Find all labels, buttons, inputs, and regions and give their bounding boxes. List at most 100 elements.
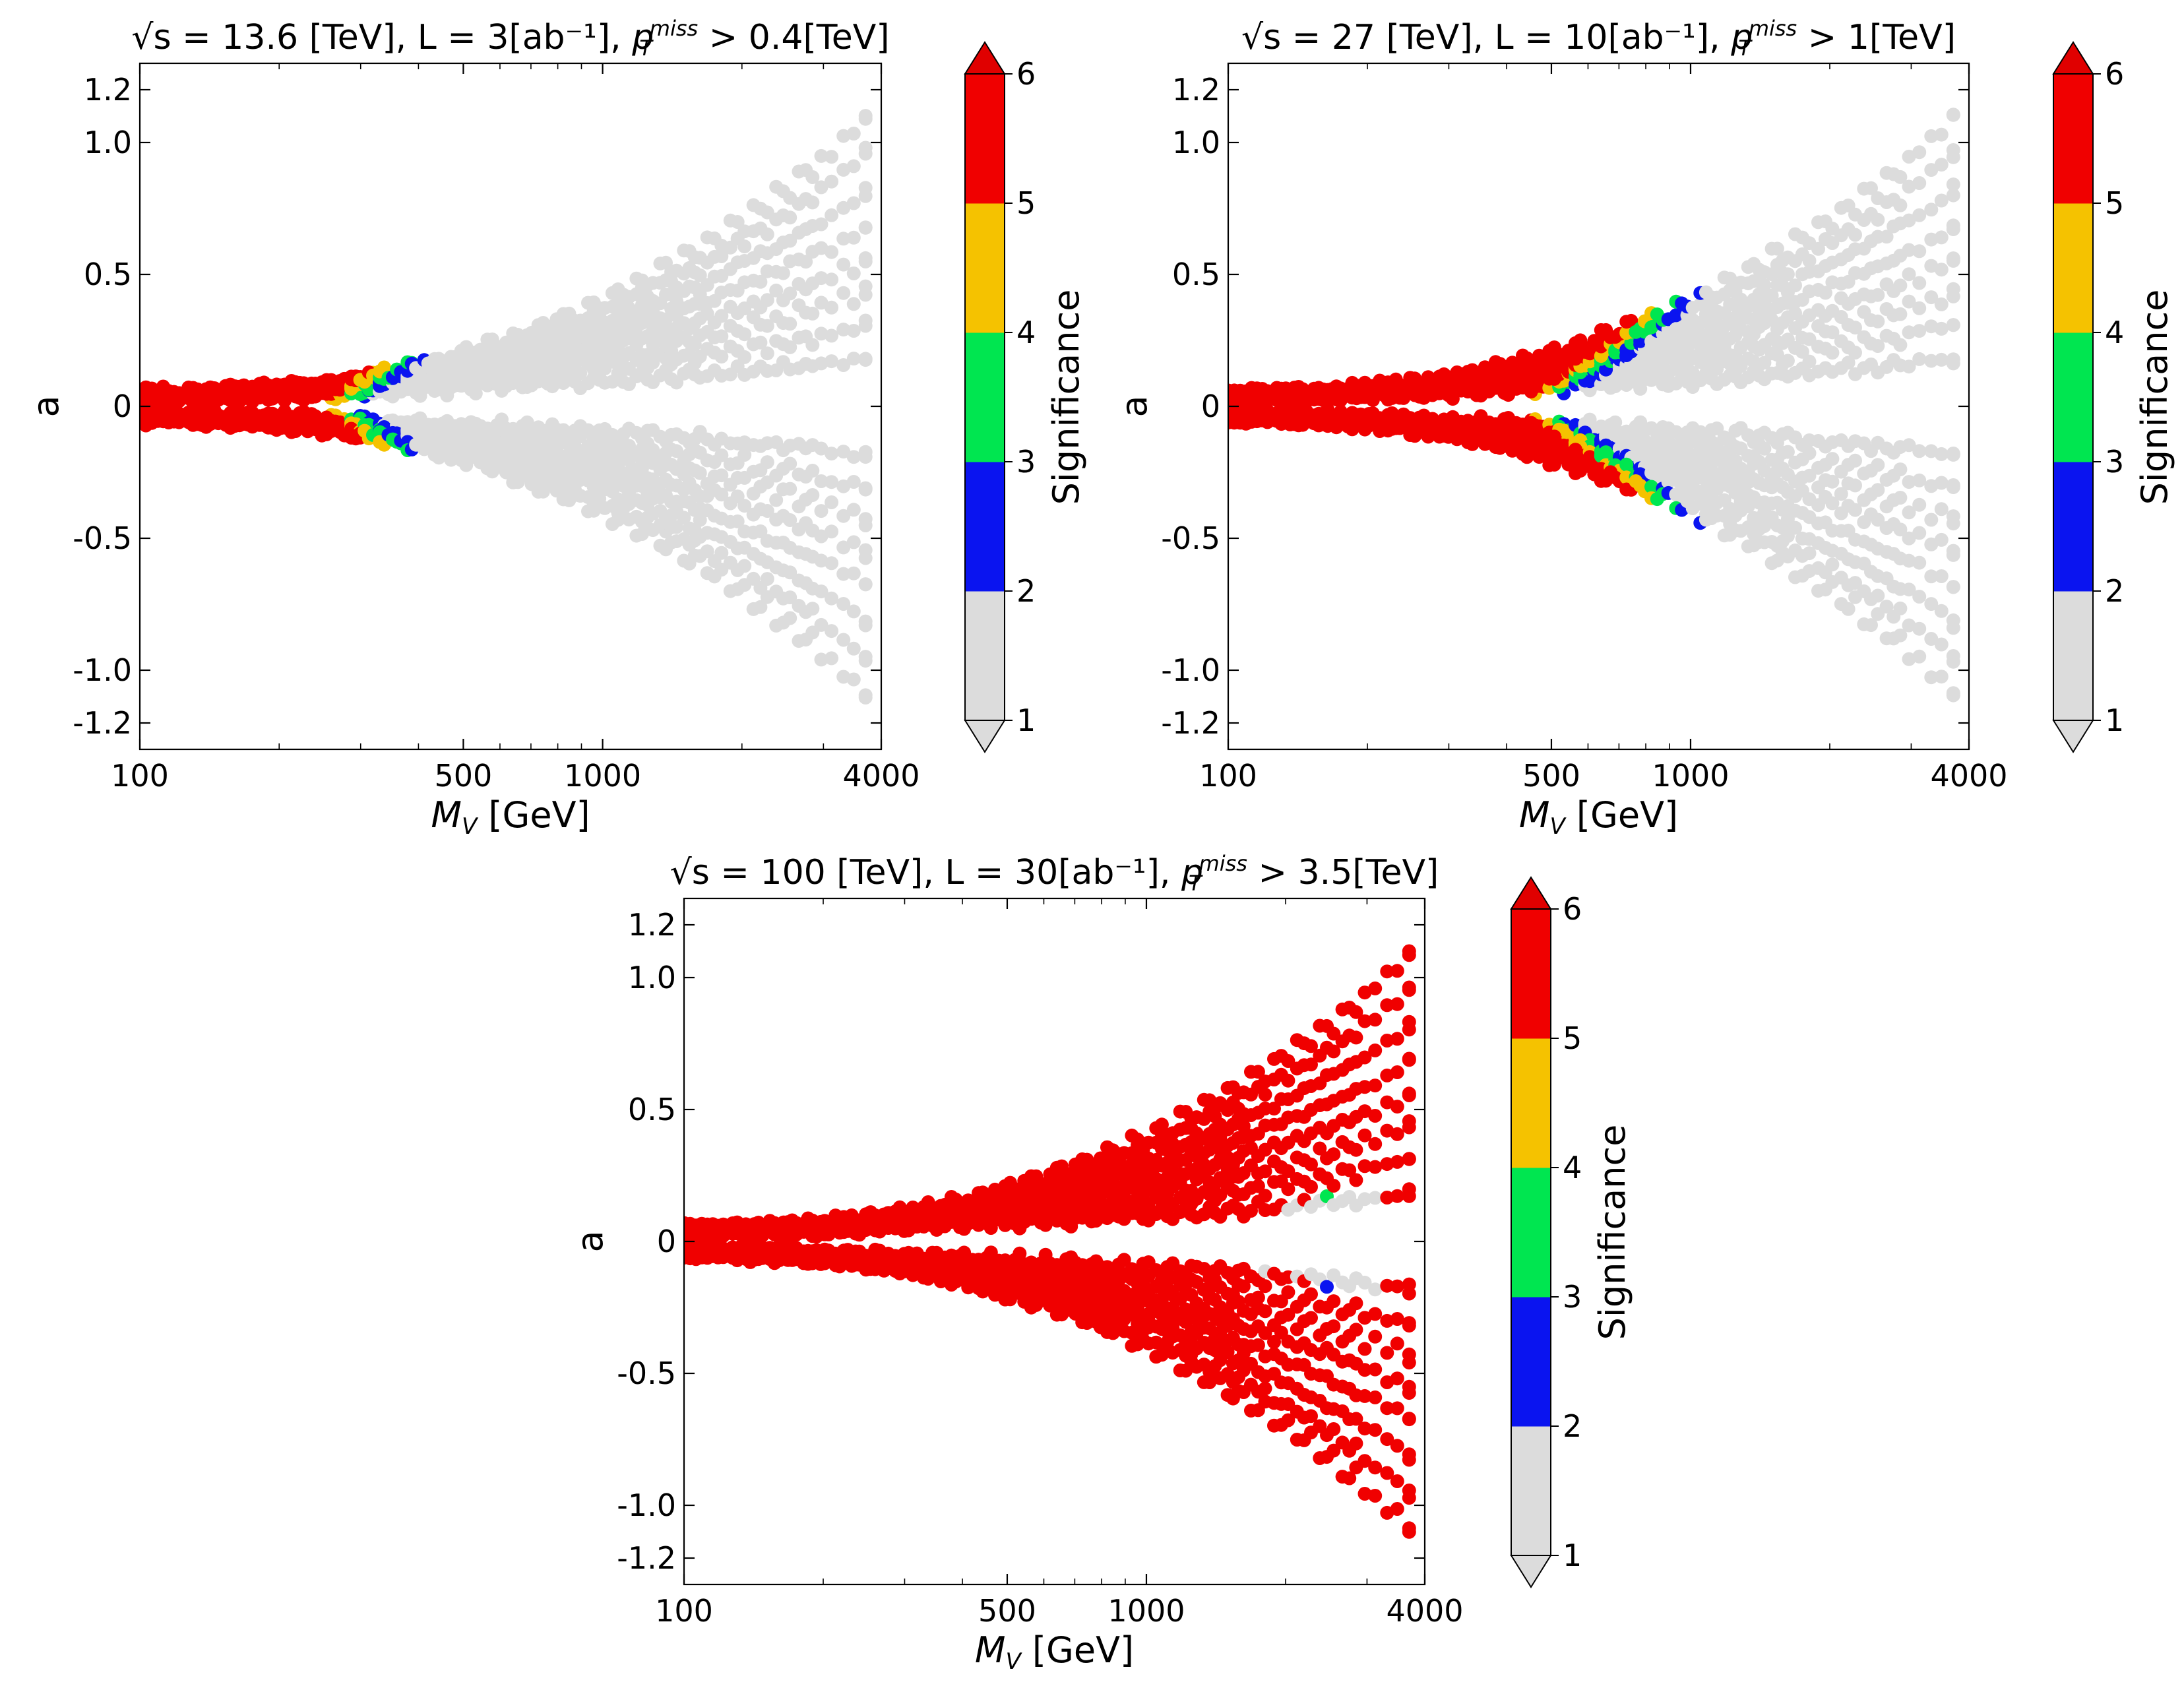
title-ptmiss-subscript: T xyxy=(1738,36,1753,61)
marker-grey xyxy=(1946,108,1960,122)
marker-grey xyxy=(1902,475,1916,489)
marker-grey xyxy=(1934,230,1949,245)
marker-grey xyxy=(825,208,839,222)
y-tick-label: 1.2 xyxy=(84,72,132,108)
marker-grey xyxy=(858,141,873,155)
marker-grey xyxy=(1871,483,1885,497)
marker-grey xyxy=(858,450,873,464)
marker-grey xyxy=(1946,447,1960,462)
x-tick-label: 4000 xyxy=(1930,758,2007,794)
marker-grey xyxy=(1902,360,1916,374)
marker-grey xyxy=(1848,503,1862,517)
marker-grey xyxy=(825,272,839,287)
marker-grey xyxy=(814,296,828,310)
y-tick-label: -1.0 xyxy=(73,652,132,688)
marker-grey xyxy=(846,503,861,517)
marker-grey xyxy=(814,441,828,456)
marker-grey xyxy=(1946,478,1960,492)
marker-grey xyxy=(783,482,797,496)
marker-grey xyxy=(737,327,752,342)
marker-grey xyxy=(1893,628,1908,642)
marker-grey xyxy=(1934,476,1949,490)
marker-grey xyxy=(805,338,820,352)
marker-grey xyxy=(1788,278,1802,293)
marker-grey xyxy=(805,602,820,616)
y-tick-label: 1.0 xyxy=(84,125,132,160)
marker-grey xyxy=(1946,218,1960,233)
marker-grey xyxy=(1912,276,1927,290)
marker-grey xyxy=(1912,324,1927,338)
marker-grey xyxy=(1902,652,1916,666)
marker-grey xyxy=(805,464,820,478)
x-tick-label: 1000 xyxy=(564,758,641,794)
marker-grey xyxy=(1946,143,1960,157)
marker-grey xyxy=(760,572,774,586)
marker-grey xyxy=(1934,297,1949,311)
marker-grey xyxy=(1841,356,1856,370)
marker-grey xyxy=(1934,670,1949,684)
marker-grey xyxy=(1893,491,1908,505)
marker-grey xyxy=(1693,497,1708,511)
marker-grey xyxy=(1902,213,1916,228)
marker-grey xyxy=(783,565,797,580)
marker-grey xyxy=(677,511,691,525)
marker-grey xyxy=(858,577,873,592)
marker-grey xyxy=(1825,496,1840,511)
marker-grey xyxy=(846,352,861,366)
marker-grey xyxy=(846,266,861,280)
marker-grey xyxy=(760,455,774,470)
marker-grey xyxy=(1825,557,1840,572)
marker-grey xyxy=(783,317,797,331)
marker-grey xyxy=(1802,446,1817,460)
marker-grey xyxy=(1893,462,1908,477)
marker-grey xyxy=(836,201,851,215)
scatter-markers xyxy=(140,109,873,704)
marker-grey xyxy=(1946,686,1960,701)
marker-grey xyxy=(760,346,774,361)
marker-grey xyxy=(1811,241,1825,256)
marker-grey xyxy=(1871,588,1885,603)
marker-grey xyxy=(1946,188,1960,203)
marker-grey xyxy=(814,148,828,163)
marker-grey xyxy=(858,220,873,235)
marker-grey xyxy=(783,234,797,248)
marker-grey xyxy=(783,286,797,301)
marker-grey xyxy=(836,257,851,272)
marker-grey xyxy=(1871,288,1885,302)
x-tick-label: 500 xyxy=(434,758,492,794)
marker-grey xyxy=(846,604,861,619)
marker-grey xyxy=(814,180,828,195)
y-tick-label: -1.0 xyxy=(1161,652,1220,688)
marker-grey xyxy=(846,450,861,464)
marker-grey xyxy=(814,327,828,341)
marker-grey xyxy=(1893,307,1908,321)
marker-grey xyxy=(1912,244,1927,259)
marker-grey xyxy=(858,543,873,557)
marker-grey xyxy=(836,286,851,300)
marker-grey xyxy=(1834,487,1848,501)
marker-grey xyxy=(799,255,813,269)
marker-grey xyxy=(760,504,774,518)
x-tick-label: 500 xyxy=(1522,758,1580,794)
marker-grey xyxy=(814,504,828,518)
marker-grey xyxy=(1912,444,1927,458)
marker-grey xyxy=(1802,253,1817,268)
title-energy: √s = 13.6 [TeV], xyxy=(131,18,417,57)
marker-grey xyxy=(836,633,851,647)
title-ptmiss-superscript: miss xyxy=(1749,16,1797,41)
marker-grey xyxy=(1848,478,1862,493)
marker-grey xyxy=(714,487,729,502)
plot-title: √s = 13.6 [TeV], L = 3[ab⁻¹], pTmiss > 0… xyxy=(131,16,889,61)
marker-grey xyxy=(1946,177,1960,192)
marker-grey xyxy=(753,274,768,289)
marker-grey xyxy=(1825,325,1840,340)
marker-grey xyxy=(1893,278,1908,293)
marker-grey xyxy=(1902,505,1916,520)
marker-grey xyxy=(1934,532,1949,547)
marker-grey xyxy=(1893,522,1908,537)
marker-grey xyxy=(825,150,839,164)
marker-grey xyxy=(1934,158,1949,172)
